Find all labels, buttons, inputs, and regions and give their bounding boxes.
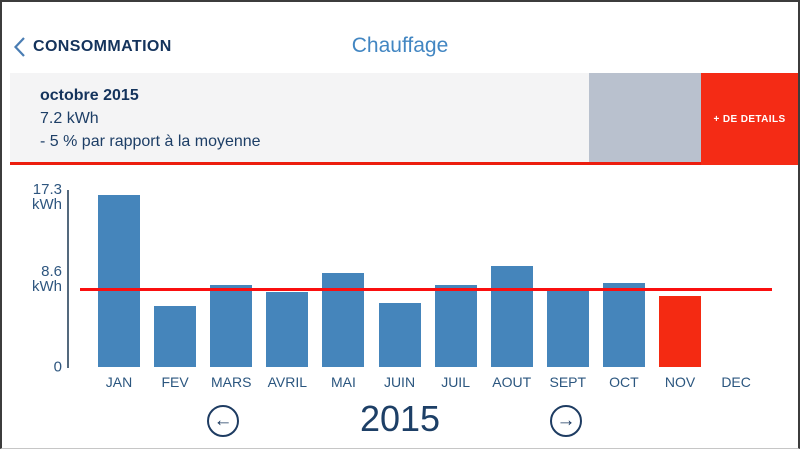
month-label-jan: JAN <box>105 374 133 390</box>
month-label-nov: NOV <box>664 374 696 390</box>
chart-bar-juin[interactable] <box>378 302 421 367</box>
detail-preview-placeholder <box>589 73 701 162</box>
month-label-aout: AOUT <box>492 374 532 390</box>
info-panel: octobre 2015 7.2 kWh - 5 % par rapport à… <box>10 73 798 165</box>
chart-bar-juil[interactable] <box>434 285 477 367</box>
month-label-juin: JUIN <box>383 374 416 390</box>
month-label-sept: SEPT <box>549 374 587 390</box>
arrow-right-icon: → <box>556 410 576 431</box>
y-axis-tick: 8.6 kWh <box>32 263 62 295</box>
details-button[interactable]: + DE DETAILS <box>701 73 798 165</box>
y-axis-tick: 17.3 kWh <box>32 181 62 213</box>
chart-bar-nov[interactable] <box>659 296 701 367</box>
next-year-button[interactable]: → <box>550 405 582 437</box>
info-comparison: - 5 % par rapport à la moyenne <box>40 133 261 150</box>
month-label-oct: OCT <box>609 374 639 390</box>
month-label-mai: MAI <box>330 374 356 390</box>
month-label-avril: AVRIL <box>267 374 308 390</box>
chart-bar-jan[interactable] <box>98 195 140 367</box>
month-label-mars: MARS <box>210 374 252 390</box>
info-underline <box>10 162 798 165</box>
back-label: CONSOMMATION <box>33 38 172 55</box>
page-title: Chauffage <box>351 34 449 57</box>
chart-bar-sept[interactable] <box>546 291 589 367</box>
arrow-left-icon: ← <box>213 410 233 431</box>
prev-year-button[interactable]: ← <box>207 405 239 437</box>
chart-bar-mai[interactable] <box>322 272 365 367</box>
chart-bar-avril[interactable] <box>266 292 309 367</box>
month-label-fev: FEV <box>161 374 189 390</box>
info-text: octobre 2015 7.2 kWh - 5 % par rapport à… <box>40 84 261 153</box>
y-axis-tick: 0 <box>53 358 62 376</box>
back-button[interactable]: CONSOMMATION <box>13 36 172 58</box>
chart-bar-aout[interactable] <box>490 265 533 367</box>
info-period: octobre 2015 <box>40 87 139 104</box>
info-value: 7.2 kWh <box>40 110 99 127</box>
y-axis-line <box>67 190 69 368</box>
average-line <box>80 288 772 292</box>
month-label-dec: DEC <box>721 374 751 390</box>
chart-bar-oct[interactable] <box>602 283 645 367</box>
month-label-juil: JUIL <box>441 374 470 390</box>
chart-bar-mars[interactable] <box>210 285 253 367</box>
chevron-left-icon <box>13 36 26 58</box>
year-label: 2015 <box>359 398 441 439</box>
chart-bar-fev[interactable] <box>154 305 197 367</box>
